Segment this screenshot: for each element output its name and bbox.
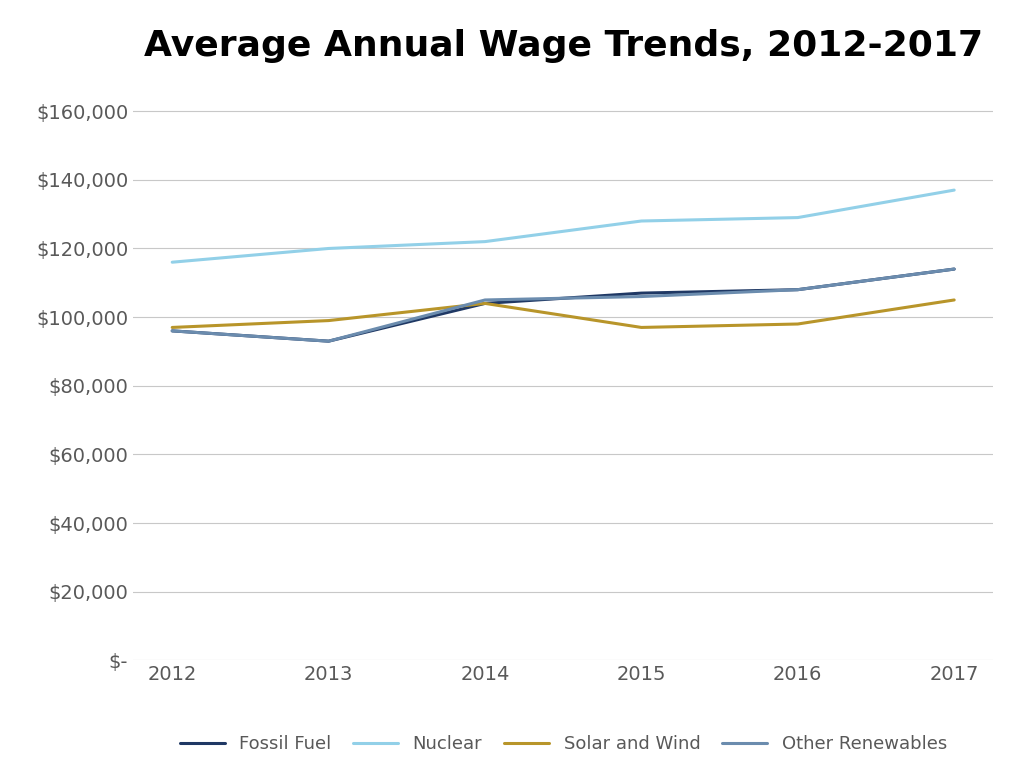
Nuclear xyxy=(948,186,961,195)
Fossil Fuel xyxy=(479,299,492,308)
Fossil Fuel xyxy=(166,326,178,336)
Solar and Wind xyxy=(948,296,961,305)
Nuclear xyxy=(635,217,647,226)
Other Renewables xyxy=(948,264,961,273)
Line: Fossil Fuel: Fossil Fuel xyxy=(172,269,954,341)
Line: Other Renewables: Other Renewables xyxy=(172,269,954,341)
Other Renewables xyxy=(479,296,492,305)
Solar and Wind xyxy=(479,299,492,308)
Fossil Fuel xyxy=(635,289,647,298)
Fossil Fuel xyxy=(792,285,804,294)
Nuclear xyxy=(166,257,178,266)
Solar and Wind xyxy=(166,323,178,332)
Line: Nuclear: Nuclear xyxy=(172,190,954,262)
Nuclear xyxy=(792,213,804,222)
Solar and Wind xyxy=(635,323,647,332)
Solar and Wind xyxy=(792,319,804,329)
Other Renewables xyxy=(792,285,804,294)
Legend: Fossil Fuel, Nuclear, Solar and Wind, Other Renewables: Fossil Fuel, Nuclear, Solar and Wind, Ot… xyxy=(172,728,954,760)
Other Renewables xyxy=(635,292,647,301)
Other Renewables xyxy=(323,336,335,346)
Line: Solar and Wind: Solar and Wind xyxy=(172,300,954,327)
Nuclear xyxy=(479,237,492,247)
Title: Average Annual Wage Trends, 2012-2017: Average Annual Wage Trends, 2012-2017 xyxy=(143,29,983,63)
Fossil Fuel xyxy=(948,264,961,273)
Other Renewables xyxy=(166,326,178,336)
Solar and Wind xyxy=(323,316,335,325)
Fossil Fuel xyxy=(323,336,335,346)
Nuclear xyxy=(323,244,335,253)
